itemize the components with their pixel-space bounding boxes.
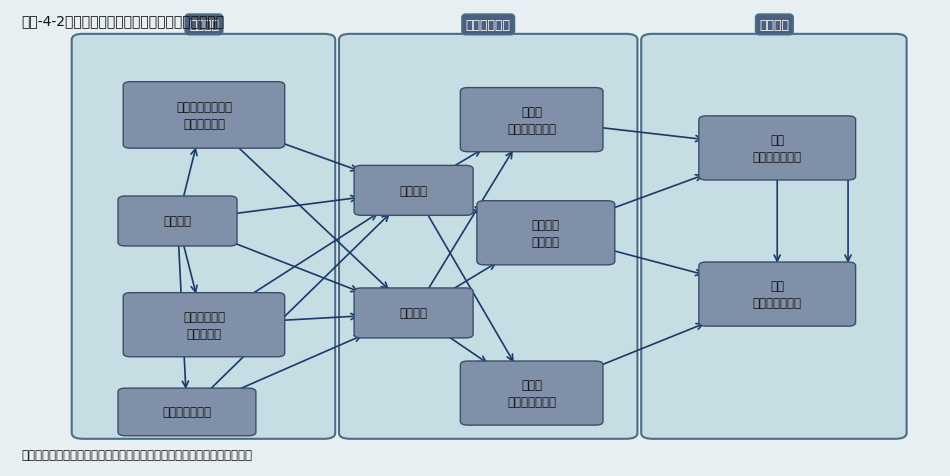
FancyBboxPatch shape [339,35,637,439]
FancyBboxPatch shape [354,166,473,216]
Text: 市場・取引先
からの要請: 市場・取引先 からの要請 [183,310,225,340]
FancyBboxPatch shape [699,262,856,327]
Text: 資料：環境省「環境経済の政策研究」（金子慎治広島大学大学院教授ら）: 資料：環境省「環境経済の政策研究」（金子慎治広島大学大学院教授ら） [22,448,253,461]
FancyBboxPatch shape [461,89,603,152]
FancyBboxPatch shape [641,35,906,439]
FancyBboxPatch shape [118,197,237,247]
FancyBboxPatch shape [118,388,256,436]
FancyBboxPatch shape [71,35,335,439]
Text: 技術的
イノベーション: 技術的 イノベーション [507,105,556,135]
FancyBboxPatch shape [124,82,285,149]
Text: 環境政策: 環境政策 [163,215,192,228]
Text: 組織的
イノベーション: 組織的 イノベーション [507,378,556,408]
Text: 環境戦略: 環境戦略 [400,185,428,198]
Text: 図５-4-2　環境政策が企業の環境経営に与える影響: 図５-4-2 環境政策が企業の環境経営に与える影響 [22,15,225,29]
Text: イノベーション: イノベーション [162,406,212,418]
Text: 組織体制: 組織体制 [400,307,428,320]
FancyBboxPatch shape [354,288,473,338]
FancyBboxPatch shape [124,293,285,357]
FancyBboxPatch shape [461,361,603,425]
FancyBboxPatch shape [477,201,615,265]
Text: 企業内部要因: 企業内部要因 [466,19,511,32]
Text: 経済
パフォーマンス: 経済 パフォーマンス [752,279,802,309]
Text: 成果要因: 成果要因 [759,19,789,32]
Text: 消費者・投資家の
　関心・行動: 消費者・投資家の 関心・行動 [176,101,232,130]
Text: 環境保全
取り組み: 環境保全 取り組み [532,218,560,248]
Text: 環境
パフォーマンス: 環境 パフォーマンス [752,134,802,164]
FancyBboxPatch shape [699,117,856,180]
Text: 外部要因: 外部要因 [189,19,218,32]
